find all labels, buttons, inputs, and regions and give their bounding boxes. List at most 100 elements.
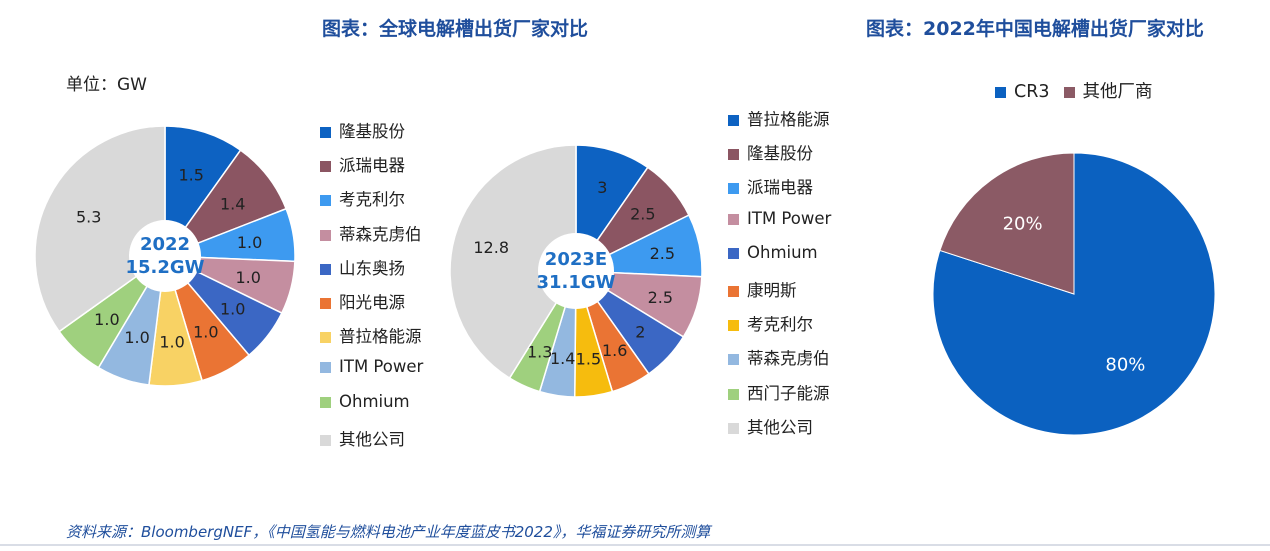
pie2023-value-label-9: 1.3 <box>527 342 552 361</box>
legend-label: ITM Power <box>339 357 424 377</box>
pie2022-value-label-5: 1.0 <box>220 300 245 319</box>
right-chart-title: 图表：2022年中国电解槽出货厂家对比 <box>866 18 1204 40</box>
pie2023-value-label-2: 2.5 <box>630 204 655 223</box>
pie2022-value-label-7: 1.0 <box>159 333 184 352</box>
pie2023-value-label-3: 2.5 <box>650 244 675 263</box>
legend-swatch <box>728 149 739 161</box>
legend-2023-item-9: 西门子能源 <box>728 380 830 404</box>
legend-2023-item-6: 康明斯 <box>728 277 797 301</box>
legend-2022-item-9: Ohmium <box>320 392 410 411</box>
legend-label: 山东奥扬 <box>339 258 405 278</box>
piecn-value-label-2: 20% <box>1003 213 1043 234</box>
piecn-group: 80% 20% <box>932 152 1216 436</box>
legend-swatch <box>728 247 739 259</box>
legend-2022-item-2: 派瑞电器 <box>320 152 405 176</box>
legend-2023-item-7: 考克利尔 <box>728 311 813 335</box>
legend-swatch <box>320 396 331 408</box>
legend-swatch <box>320 161 331 173</box>
pie2023-value-label-1: 3 <box>597 178 607 197</box>
pie2022-value-label-1: 1.5 <box>178 165 203 184</box>
legend-swatch <box>320 229 331 241</box>
legend-label: 隆基股份 <box>747 144 813 164</box>
pie2022-slice-1 <box>164 125 242 259</box>
legend-swatch <box>728 286 739 297</box>
legend-swatch <box>320 127 331 138</box>
pie2023-slice-10 <box>449 144 577 380</box>
legend-china-2022: CR3 其他厂商 <box>995 78 1167 103</box>
legend-2023-item-2: 隆基股份 <box>728 140 813 164</box>
pie2022-value-label-6: 1.0 <box>193 323 218 342</box>
pie2022-center-label-1: 2022 <box>140 234 190 255</box>
pie2022-value-label-4: 1.0 <box>235 268 260 287</box>
pie2023-value-label-5: 2 <box>635 322 645 341</box>
legend-label: 其他厂商 <box>1082 82 1153 102</box>
legend-cn-item-2: 其他厂商 <box>1063 78 1153 103</box>
legend-swatch <box>320 434 331 446</box>
pie2022-value-label-3: 1.0 <box>237 233 262 252</box>
legend-label: 派瑞电器 <box>747 178 813 198</box>
legend-label: 考克利尔 <box>339 190 405 210</box>
legend-swatch <box>320 263 331 275</box>
pie2022-slice-10 <box>34 125 166 333</box>
legend-swatch <box>728 115 739 126</box>
legend-label: 西门子能源 <box>747 383 830 403</box>
legend-swatch <box>320 195 331 207</box>
legend-2023-item-4: ITM Power <box>728 209 831 228</box>
pie2023-value-label-7: 1.5 <box>576 349 601 368</box>
legend-label: 其他公司 <box>339 429 405 449</box>
legend-2022-item-7: 普拉格能源 <box>320 323 422 347</box>
legend-label: ITM Power <box>747 208 832 228</box>
legend-2022-item-3: 考克利尔 <box>320 186 405 210</box>
legend-swatch <box>1063 87 1075 98</box>
pie2022-center-label-2: 15.2GW <box>125 257 204 278</box>
legend-2022-item-10: 其他公司 <box>320 426 405 450</box>
legend-swatch <box>320 362 331 374</box>
legend-label: 阳光电源 <box>339 293 405 312</box>
legend-cn-item-1: CR3 <box>995 82 1050 102</box>
legend-2023-item-5: Ohmium <box>728 243 818 262</box>
legend-swatch <box>728 213 739 225</box>
pie2022-value-label-2: 1.4 <box>220 194 245 213</box>
legend-2022-item-4: 蒂森克虏伯 <box>320 221 422 245</box>
legend-label: 康明斯 <box>747 281 797 300</box>
left-chart-title: 图表：全球电解槽出货厂家对比 <box>322 18 589 40</box>
legend-swatch <box>995 87 1006 98</box>
legend-2022-item-8: ITM Power <box>320 357 423 376</box>
legend-2023-item-10: 其他公司 <box>728 414 813 438</box>
legend-2022-item-6: 阳光电源 <box>320 289 405 313</box>
legend-label: Ohmium <box>747 242 818 262</box>
legend-2023-item-1: 普拉格能源 <box>728 106 830 130</box>
pie2022-center-hole <box>129 220 201 292</box>
legend-2022-item-5: 山东奥扬 <box>320 255 405 279</box>
pie2023-value-label-6: 1.6 <box>602 341 627 360</box>
legend-2023-item-3: 派瑞电器 <box>728 174 813 198</box>
legend-swatch <box>728 422 739 434</box>
pie2023-center-label-2: 31.1GW <box>536 272 615 293</box>
bottom-divider <box>0 544 1270 546</box>
legend-label: 隆基股份 <box>339 122 405 141</box>
legend-2023-item-8: 蒂森克虏伯 <box>728 345 830 369</box>
legend-swatch <box>728 388 739 400</box>
legend-label: 蒂森克虏伯 <box>747 349 830 369</box>
legend-label: CR3 <box>1014 82 1050 102</box>
legend-2022-item-1: 隆基股份 <box>320 118 405 142</box>
piecn-value-label-1: 80% <box>1105 355 1145 376</box>
source-note: 资料来源：BloombergNEF，《中国氢能与燃料电池产业年度蓝皮书2022》… <box>66 523 711 541</box>
legend-label: 考克利尔 <box>747 315 813 335</box>
legend-label: 普拉格能源 <box>747 110 830 129</box>
legend-label: 派瑞电器 <box>339 156 405 176</box>
pie2022-value-label-9: 1.0 <box>94 310 119 329</box>
legend-label: 普拉格能源 <box>339 327 422 347</box>
pie2023-value-label-4: 2.5 <box>648 288 673 307</box>
piecn-slice-2 <box>939 152 1075 295</box>
legend-swatch <box>728 183 739 195</box>
legend-swatch <box>728 354 739 366</box>
pie2023-value-label-8: 1.4 <box>550 349 575 368</box>
unit-label: 单位：GW <box>66 75 147 95</box>
pie2022-value-label-10: 5.3 <box>76 208 101 227</box>
legend-label: 其他公司 <box>747 417 813 437</box>
legend-label: 蒂森克虏伯 <box>339 224 422 244</box>
